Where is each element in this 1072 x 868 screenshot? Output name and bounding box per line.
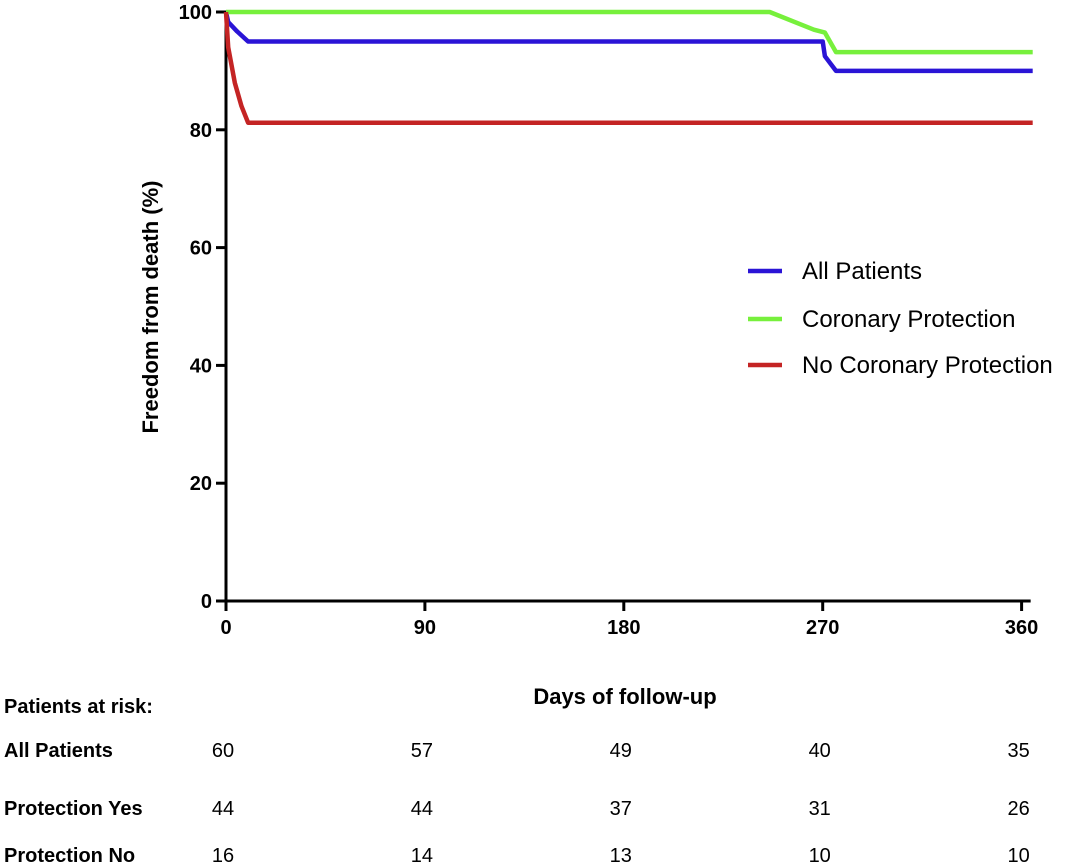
series-line-2 xyxy=(226,9,1033,55)
legend-label: Coronary Protection xyxy=(802,306,1015,333)
y-axis-title: Freedom from death (%) xyxy=(138,180,163,433)
series-line-3 xyxy=(223,11,1033,125)
x-tick-label: 270 xyxy=(806,617,839,639)
legend: All Patients Coronary Protection No Corona… xyxy=(748,258,1053,379)
x-axis-title: Days of follow-up xyxy=(533,684,716,709)
legend-label: All Patients xyxy=(802,258,922,285)
y-tick-label: 20 xyxy=(190,473,212,495)
y-tick-label: 0 xyxy=(201,591,212,613)
y-tick-label: 80 xyxy=(190,120,212,142)
y-tick-label: 100 xyxy=(179,2,212,24)
x-tick-label: 0 xyxy=(220,617,231,639)
series-layer xyxy=(223,9,1033,125)
axes: 0 20 40 60 80 100 0 90 180 270 360 xyxy=(179,2,1039,639)
x-tick-label: 180 xyxy=(607,617,640,639)
y-tick-label: 60 xyxy=(190,238,212,260)
series-line-1 xyxy=(223,11,1033,74)
x-tick-label: 90 xyxy=(414,617,436,639)
y-tick-label: 40 xyxy=(190,355,212,377)
x-tick-label: 360 xyxy=(1005,617,1038,639)
legend-label: No Coronary Protection xyxy=(802,352,1053,379)
